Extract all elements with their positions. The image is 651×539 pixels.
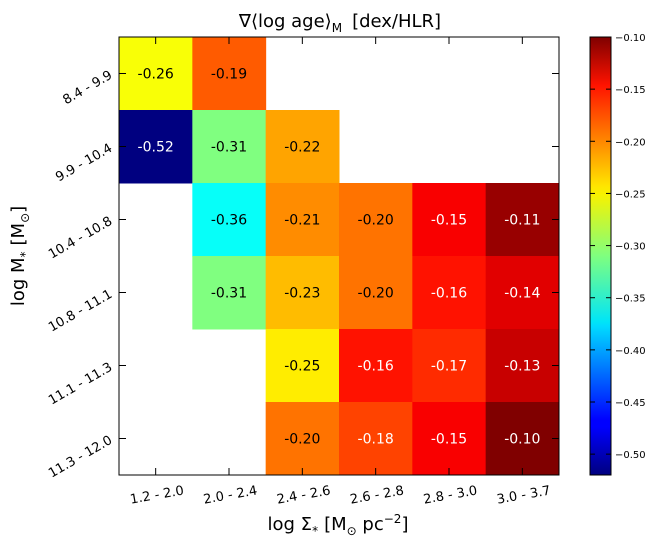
y-tick-label: 10.8 - 11.1: [46, 287, 115, 335]
y-tick-label: 10.4 - 10.8: [46, 214, 115, 262]
colorbar-tick-label: −0.20: [615, 137, 646, 148]
cell-value-label: -0.20: [358, 213, 394, 229]
cell-value-label: -0.19: [211, 67, 247, 83]
heatmap-cell: [192, 256, 267, 330]
cell-value-label: -0.31: [211, 286, 247, 302]
cell-value-label: -0.23: [284, 286, 320, 302]
heatmap-cell: [265, 329, 340, 403]
y-tick-label: 9.9 - 10.4: [53, 141, 115, 185]
x-axis-label: log Σ* [M⊙ pc−2]: [268, 512, 409, 538]
heatmap-cell: [339, 183, 413, 257]
heatmap-cell: [485, 256, 560, 330]
colorbar-tick-label: −0.30: [615, 242, 646, 253]
colorbar-tick-label: −0.40: [615, 346, 646, 357]
heatmap-cell: [485, 183, 560, 257]
heatmap-cell: [339, 329, 413, 403]
heatmap-cell: [192, 37, 267, 111]
plot-frame: [118, 36, 560, 476]
cell-value-label: -0.18: [358, 432, 394, 448]
cell-value-label: -0.26: [138, 67, 174, 83]
cell-value-label: -0.22: [284, 140, 320, 156]
cell-value-label: -0.25: [284, 359, 320, 375]
colorbar: [589, 36, 612, 476]
cell-value-label: -0.16: [431, 286, 467, 302]
heatmap-cell: [412, 402, 487, 476]
heatmap-cell: [265, 402, 340, 476]
x-tick-label: 2.4 - 2.6: [276, 483, 332, 507]
cell-labels: -0.26 -0.19 -0.52 -0.31 -0.22 -0.36 -0.21 -0.20…: [138, 67, 541, 448]
colorbar-tick-label: −0.45: [615, 398, 646, 409]
cell-value-label: -0.15: [431, 432, 467, 448]
y-tick-label: 11.3 - 12.0: [46, 433, 115, 481]
y-tick-label: 8.4 - 9.9: [60, 68, 115, 108]
chart-title: ∇⟨log age⟩M [dex/HLR]: [238, 11, 441, 35]
x-tick-label: 2.0 - 2.4: [202, 483, 258, 507]
colorbar-tick-label: −0.25: [615, 189, 646, 200]
x-tick-label: 1.2 - 2.0: [129, 483, 185, 507]
cell-value-label: -0.36: [211, 213, 247, 229]
heatmap-cell: [119, 110, 193, 184]
x-tick-label: 2.6 - 2.8: [349, 483, 405, 507]
cell-value-label: -0.15: [431, 213, 467, 229]
heatmap-cell: [192, 183, 267, 257]
cell-value-label: -0.10: [504, 432, 540, 448]
cell-value-label: -0.14: [504, 286, 540, 302]
heatmap-cells: [119, 37, 560, 476]
colorbar-tick-label: −0.10: [615, 33, 646, 44]
heatmap-cell: [485, 402, 560, 476]
heatmap-cell: [412, 183, 487, 257]
colorbar-ticks: −0.50 −0.45 −0.40 −0.35 −0.30 −0.25 −0.20 −0.15…: [590, 33, 646, 461]
cell-value-label: -0.20: [284, 432, 320, 448]
colorbar-tick-label: −0.50: [615, 450, 646, 461]
cell-value-label: -0.31: [211, 140, 247, 156]
heatmap-cell: [485, 329, 560, 403]
x-tick-label: 3.0 - 3.7: [496, 483, 552, 507]
y-tick-label: 11.1 - 11.3: [46, 360, 115, 408]
heatmap-cell: [412, 329, 487, 403]
heatmap-cell: [119, 37, 193, 111]
heatmap-cell: [412, 256, 487, 330]
y-axis-label: log M*[M⊙]: [8, 206, 32, 306]
cell-value-label: -0.17: [431, 359, 467, 375]
cell-value-label: -0.16: [358, 359, 394, 375]
cell-value-label: -0.13: [504, 359, 540, 375]
x-tick-label: 2.8 - 3.0: [422, 483, 478, 507]
cell-value-label: -0.52: [138, 140, 174, 156]
colorbar-tick-label: −0.15: [615, 85, 646, 96]
heatmap-cell: [192, 110, 267, 184]
heatmap-cell: [339, 402, 413, 476]
heatmap-cell: [265, 110, 340, 184]
cell-value-label: -0.11: [504, 213, 540, 229]
colorbar-tick-label: −0.35: [615, 294, 646, 305]
cell-value-label: -0.21: [284, 213, 320, 229]
heatmap-cell: [265, 256, 340, 330]
heatmap-cell: [339, 256, 413, 330]
cell-value-label: -0.20: [358, 286, 394, 302]
heatmap-cell: [265, 183, 340, 257]
